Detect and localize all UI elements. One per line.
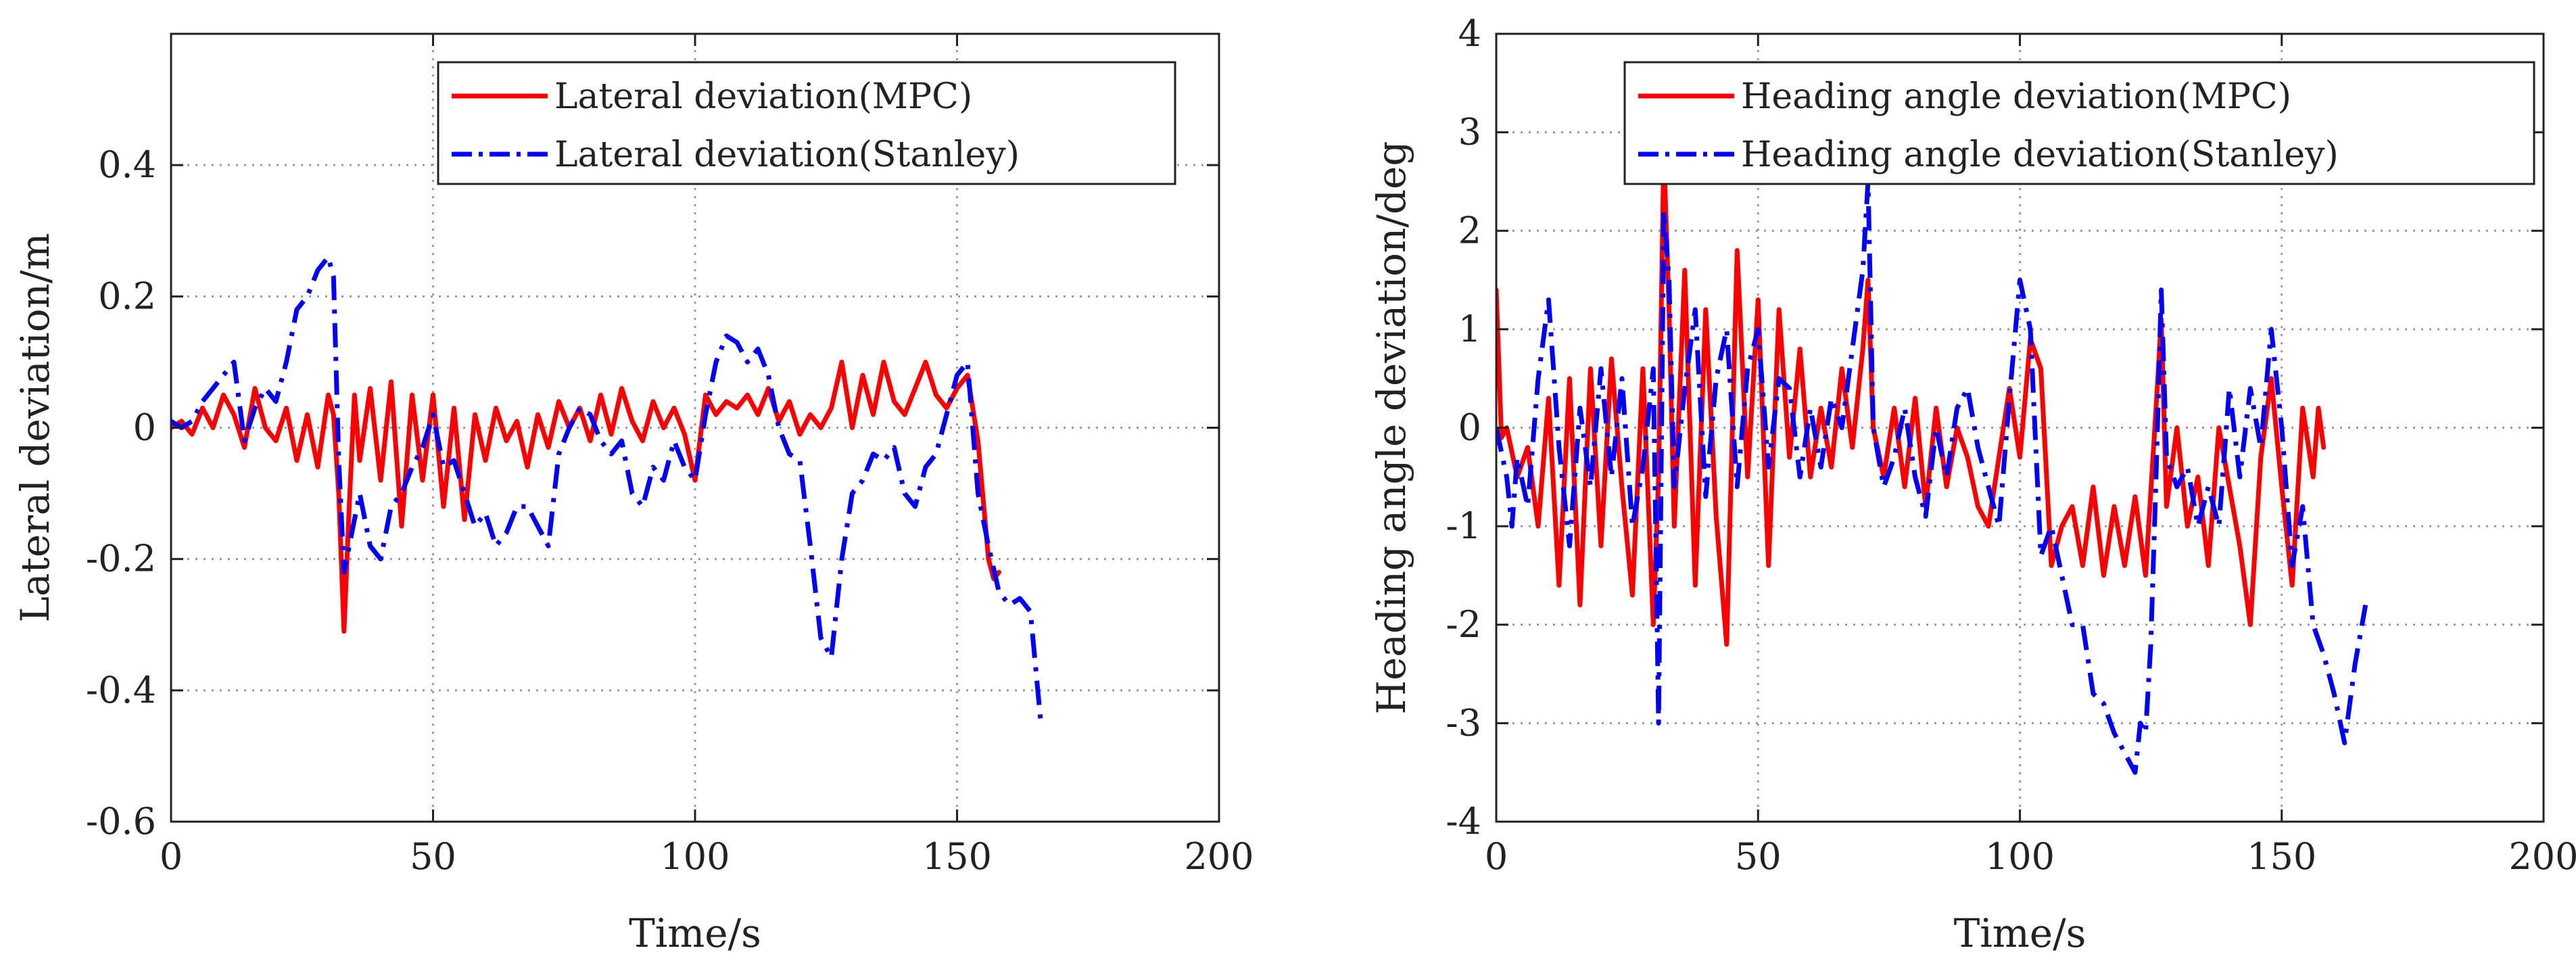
series-line-0 xyxy=(171,359,1001,634)
y-tick-label: 1 xyxy=(1458,308,1481,350)
x-tick-label: 150 xyxy=(922,835,992,878)
lateral-deviation-chart: 0 50 100 150 200 -0.6 -0.4 -0.2 0 0.2 0.4 Time/s Lat… xyxy=(12,32,1254,956)
y-axis-label: Heading angle deviation/deg xyxy=(1368,141,1414,714)
y-tick-label: -0.2 xyxy=(86,538,156,580)
legend-label-0: Lateral deviation(MPC) xyxy=(554,76,972,117)
y-tick-label: -0.6 xyxy=(86,800,156,843)
y-tick-label: 3 xyxy=(1458,111,1481,154)
x-tick-label: 100 xyxy=(1985,835,2055,878)
x-tick-label: 200 xyxy=(1184,835,1254,878)
legend-label-1: Lateral deviation(Stanley) xyxy=(554,135,1020,175)
y-tick-label: -4 xyxy=(1446,800,1481,843)
legend-label-0: Heading angle deviation(MPC) xyxy=(1741,76,2291,117)
legend-label-1: Heading angle deviation(Stanley) xyxy=(1741,135,2339,175)
series-line-1 xyxy=(171,254,1043,724)
y-axis-label: Lateral deviation/m xyxy=(12,233,58,622)
y-tick-label: -2 xyxy=(1446,603,1481,646)
y-tick-label: 4 xyxy=(1458,12,1481,55)
x-tick-label: 0 xyxy=(160,835,183,878)
y-tick-label: -0.4 xyxy=(86,669,156,711)
x-tick-label: 100 xyxy=(660,835,730,878)
x-tick-label: 50 xyxy=(1735,835,1782,878)
y-tick-label: 0 xyxy=(1458,406,1481,449)
y-tick-label: -1 xyxy=(1446,504,1481,547)
x-tick-label: 200 xyxy=(2508,835,2576,878)
y-tick-label: -3 xyxy=(1446,701,1481,744)
x-tick-label: 150 xyxy=(2247,835,2316,878)
x-tick-label: 0 xyxy=(1485,835,1508,878)
series-line-1 xyxy=(1496,179,2368,775)
x-axis-label: Time/s xyxy=(1954,910,2086,956)
y-tick-label: 0 xyxy=(133,406,156,449)
x-tick-label: 50 xyxy=(410,835,456,878)
y-tick-label: 2 xyxy=(1458,209,1481,252)
legend-box xyxy=(437,61,1176,185)
heading-deviation-chart: 0 50 100 150 200 -4 -3 -2 -1 0 1 2 3 4 Time/s Heading a… xyxy=(1368,12,2576,956)
y-tick-label: 0.2 xyxy=(98,275,156,317)
series-line-0 xyxy=(1496,149,2327,647)
y-tick-label: 0.4 xyxy=(98,143,156,186)
legend-box xyxy=(1623,61,2535,185)
x-axis-label: Time/s xyxy=(629,910,761,956)
